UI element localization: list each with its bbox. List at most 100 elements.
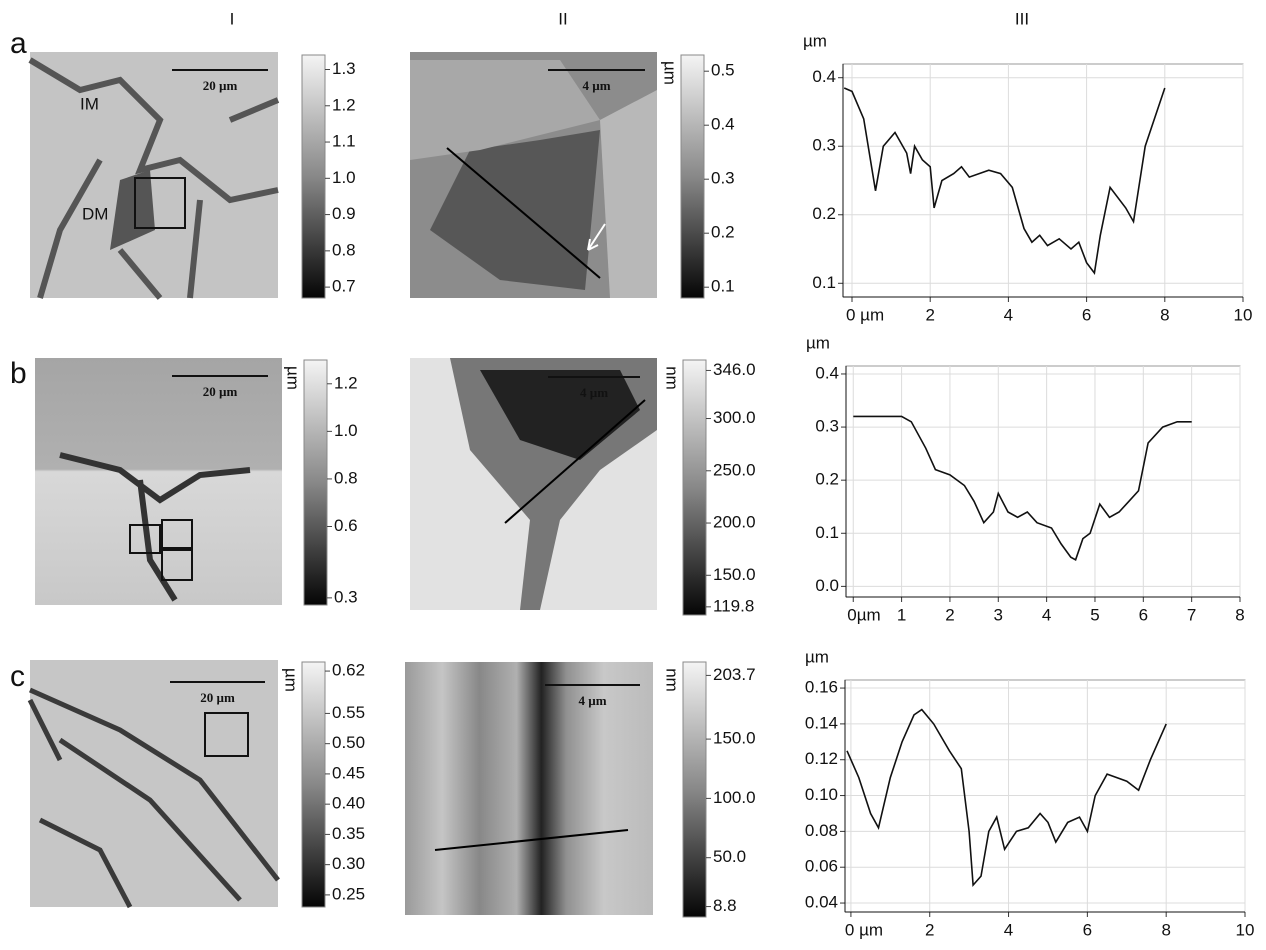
x-tick-label: 7 — [1187, 605, 1196, 624]
colorbar-tick-label: 0.25 — [332, 884, 365, 903]
x-tick-label: 0 µm — [846, 305, 884, 324]
colorbar-tick-label: 0.5 — [711, 61, 735, 80]
colorbar-tick-label: 0.9 — [332, 204, 356, 223]
x-tick-label: 6 — [1083, 920, 1092, 939]
colorbar-tick-label: 0.8 — [334, 468, 358, 487]
x-tick-label: 3 — [994, 605, 1003, 624]
colorbar-tick-label: 1.2 — [332, 95, 356, 114]
colorbar-tick-label: 203.7 — [713, 665, 756, 684]
plot-area — [845, 365, 1241, 598]
colorbar-tick-label: 1.2 — [334, 373, 358, 392]
x-tick-label: 8 — [1235, 605, 1244, 624]
colorbar-tick-label: 0.55 — [332, 703, 365, 722]
texture — [28, 57, 280, 300]
y-tick-label: 0.4 — [812, 67, 836, 86]
y-tick-label: 0.0 — [815, 576, 839, 595]
column-label: I — [230, 9, 235, 28]
scale-bar-label: 4 µm — [578, 693, 606, 708]
column-label: III — [1015, 9, 1029, 28]
colorbar-tick-label: 0.2 — [711, 223, 735, 242]
scale-bar-label: 4 µm — [582, 78, 610, 93]
colorbar-tick-label: 0.40 — [332, 794, 365, 813]
colorbar-tick-label: 119.8 — [713, 596, 754, 615]
y-tick-label: 0.06 — [805, 857, 838, 876]
arrow — [587, 223, 606, 251]
y-tick-label: 0.1 — [812, 273, 836, 292]
row-label: c — [10, 660, 25, 693]
colorbar-tick-label: 0.35 — [332, 824, 365, 843]
x-tick-label: 5 — [1090, 605, 1099, 624]
y-tick-label: 0.2 — [815, 470, 839, 489]
x-tick-label: 2 — [945, 605, 954, 624]
region-label: DM — [82, 204, 108, 223]
x-tick-label: 8 — [1160, 305, 1169, 324]
colorbar-tick-label: 1.0 — [332, 168, 356, 187]
colorbar — [301, 661, 326, 908]
colorbar-tick-label: 0.1 — [711, 277, 735, 296]
x-tick-label: 4 — [1004, 920, 1013, 939]
colorbar-tick-label: 300.0 — [713, 408, 756, 427]
roi-box — [134, 177, 186, 229]
colorbar-tick-label: 0.3 — [334, 587, 358, 606]
x-tick-label: 6 — [1139, 605, 1148, 624]
colorbar-tick-label: 1.3 — [332, 59, 356, 78]
x-tick-label: 2 — [925, 920, 934, 939]
colorbar-tick-label: 0.8 — [332, 240, 356, 259]
x-tick-label: 2 — [925, 305, 934, 324]
profile-line — [434, 829, 629, 851]
colorbar-unit: nm — [663, 366, 682, 390]
colorbar-tick-label: 0.30 — [332, 854, 365, 873]
texture — [59, 452, 251, 602]
profile-line — [446, 147, 601, 279]
y-tick-label: 0.16 — [805, 678, 838, 697]
y-tick-label: 0.3 — [812, 136, 836, 155]
colorbar-tick-label: 0.6 — [334, 516, 358, 535]
colorbar-tick-label: 1.0 — [334, 421, 358, 440]
x-tick-label: 4 — [1004, 305, 1013, 324]
colorbar-unit: nm — [663, 668, 682, 692]
y-tick-label: 0.4 — [815, 363, 839, 382]
y-axis-label: µm — [806, 333, 830, 352]
colorbar-tick-label: 1.1 — [332, 132, 356, 151]
x-tick-label: 10 — [1236, 920, 1255, 939]
colorbar-tick-label: 0.4 — [711, 115, 735, 134]
region-label: IM — [80, 94, 99, 113]
texture — [27, 687, 280, 909]
colorbar-tick-label: 150.0 — [713, 729, 756, 748]
scale-bar-label: 20 µm — [200, 690, 235, 705]
texture — [110, 170, 155, 250]
colorbar — [682, 661, 707, 918]
colorbar-tick-label: 100.0 — [713, 788, 756, 807]
colorbar-tick-label: 0.7 — [332, 277, 356, 296]
afm-image — [405, 662, 653, 915]
profile-line — [846, 708, 1167, 888]
scale-bar-label: 20 µm — [203, 384, 238, 399]
profile-line — [504, 399, 646, 524]
colorbar-tick-label: 0.62 — [332, 661, 365, 680]
y-tick-label: 0.14 — [805, 713, 838, 732]
y-tick-label: 0.2 — [812, 204, 836, 223]
y-axis-label: µm — [805, 647, 829, 666]
x-tick-label: 4 — [1042, 605, 1051, 624]
texture — [600, 90, 657, 298]
y-tick-label: 0.3 — [815, 417, 839, 436]
x-tick-label: 0 µm — [845, 920, 883, 939]
x-tick-label: 10 — [1234, 305, 1253, 324]
texture — [410, 60, 600, 160]
plot-area — [842, 63, 1244, 298]
x-tick-label: 8 — [1161, 920, 1170, 939]
afm-images — [27, 52, 1134, 915]
x-tick-label: 0µm — [847, 605, 880, 624]
colorbar-unit: µm — [661, 61, 680, 85]
colorbar-unit: µm — [284, 366, 303, 390]
colorbar — [301, 54, 326, 299]
y-axis-label: µm — [803, 31, 827, 50]
colorbar-tick-label: 8.8 — [713, 896, 737, 915]
y-tick-label: 0.1 — [815, 523, 839, 542]
colorbar-tick-label: 150.0 — [713, 565, 756, 584]
roi-box — [129, 524, 161, 554]
x-tick-label: 1 — [897, 605, 906, 624]
profile-line — [853, 415, 1192, 561]
y-tick-label: 0.08 — [805, 821, 838, 840]
roi-box — [204, 712, 249, 757]
